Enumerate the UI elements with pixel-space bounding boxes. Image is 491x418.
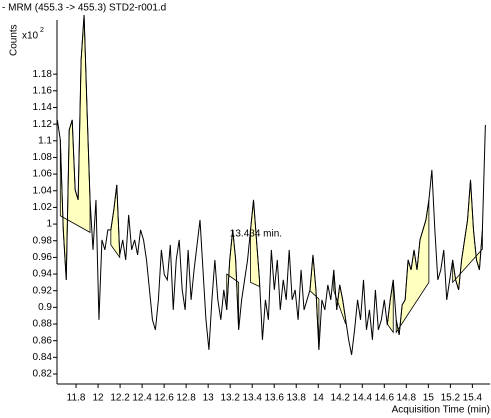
y-multiplier: x10	[22, 31, 39, 42]
trace-line	[56, 14, 486, 355]
y-tick-label: 0.86	[33, 335, 53, 346]
x-axis-label: Acquisition Time (min)	[392, 405, 490, 416]
y-tick-label: 0.94	[33, 269, 53, 280]
x-tick-label: 14.6	[375, 393, 395, 404]
x-tick-label: 15	[423, 393, 435, 404]
x-tick-label: 12.2	[110, 393, 130, 404]
y-tick-label: 1.02	[33, 202, 53, 213]
y-tick-label: 0.9	[38, 302, 52, 313]
x-tick-label: 11.8	[67, 393, 86, 404]
y-multiplier-exponent: 2	[40, 27, 44, 34]
y-tick-label: 0.82	[33, 369, 53, 380]
x-tick-label: 14.4	[353, 393, 373, 404]
x-tick-label: 13	[203, 393, 215, 404]
peak-area	[452, 179, 483, 290]
x-tick-label: 14.2	[331, 393, 351, 404]
x-tick-label: 13.8	[287, 393, 307, 404]
x-tick-label: 14.8	[397, 393, 417, 404]
y-tick-label: 1.12	[33, 119, 53, 130]
y-tick-label: 0.96	[33, 252, 53, 263]
x-tick-label: 13.4	[242, 393, 262, 404]
y-tick-label: 0.88	[33, 319, 53, 330]
x-tick-label: 13.2	[220, 393, 240, 404]
x-tick-label: 12.4	[132, 393, 152, 404]
y-tick-label: 1.08	[33, 152, 53, 163]
y-tick-label: 1.18	[33, 69, 53, 80]
x-tick-label: 15.2	[441, 393, 461, 404]
x-tick-label: 13.6	[264, 393, 284, 404]
chart-title: - MRM (455.3 -> 455.3) STD2-r001.d	[2, 3, 166, 14]
x-tick-label: 15.4	[463, 393, 483, 404]
y-tick-label: 0.98	[33, 235, 53, 246]
y-tick-label: 1.16	[33, 85, 53, 96]
y-tick-label: 1.04	[33, 185, 53, 196]
x-tick-label: 14	[313, 393, 325, 404]
y-tick-label: 1.1	[38, 135, 52, 146]
y-tick-label: 1.06	[33, 169, 53, 180]
x-tick-label: 12	[93, 393, 105, 404]
x-tick-label: 12.8	[176, 393, 196, 404]
x-tick-label: 12.6	[154, 393, 174, 404]
peak-annotation: 13.434 min.	[230, 229, 282, 240]
y-axis-label: Counts	[9, 24, 20, 56]
y-tick-label: 1	[46, 219, 52, 230]
y-tick-label: 0.84	[33, 352, 53, 363]
y-tick-label: 1.14	[33, 102, 53, 113]
y-tick-label: 0.92	[33, 285, 53, 296]
